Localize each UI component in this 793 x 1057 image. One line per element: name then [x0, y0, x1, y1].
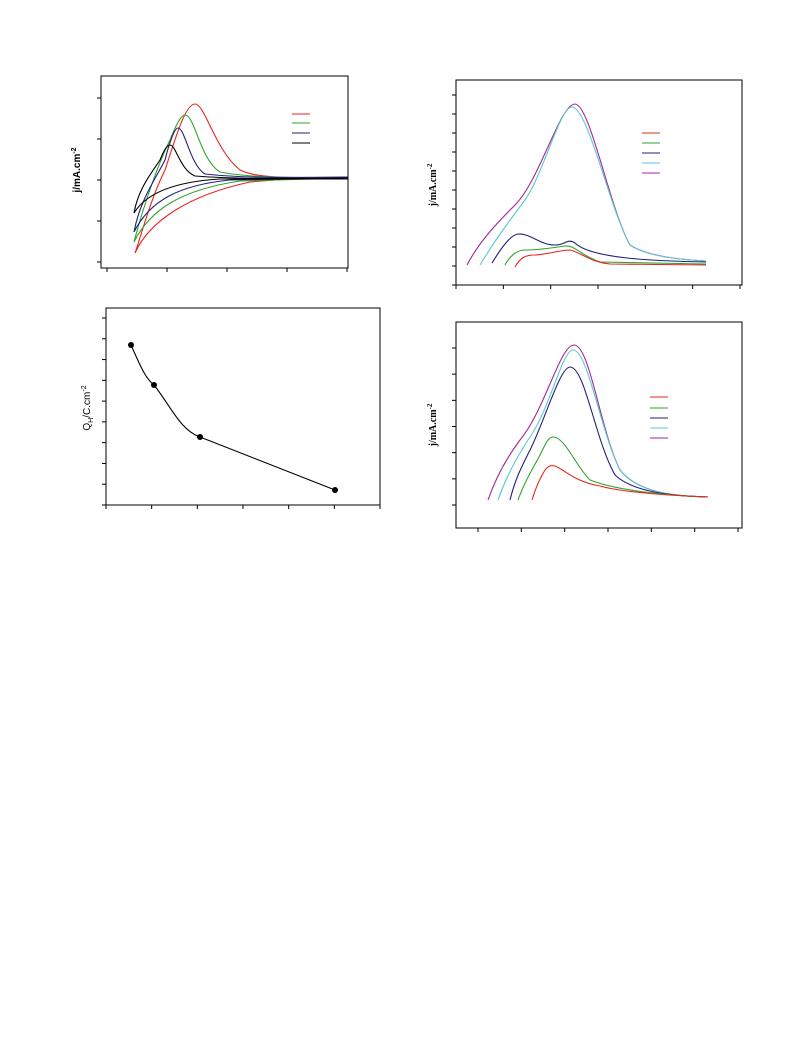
- point: [197, 434, 203, 440]
- curve: [479, 106, 707, 266]
- curve: [497, 349, 709, 501]
- y-axis-label: QH/C.cm-2: [81, 385, 95, 430]
- label-text: j/mA.cm: [72, 154, 83, 194]
- curve: [133, 114, 349, 243]
- point: [128, 342, 134, 348]
- label-sup: -2: [426, 403, 434, 409]
- label-text: Q: [82, 423, 93, 431]
- curve: [509, 366, 709, 501]
- y-axis-label: j/mA.cm-2: [71, 147, 83, 193]
- curve: [504, 245, 707, 266]
- label-text: /C.cm: [82, 392, 93, 418]
- point: [332, 487, 338, 493]
- plot-frame: [455, 79, 743, 286]
- curve: [514, 249, 707, 268]
- label-sup: -2: [71, 147, 78, 153]
- label-text: j/mA.cm: [428, 409, 439, 448]
- panel-1: j/mA.cm-2: [71, 75, 349, 272]
- point: [151, 382, 157, 388]
- plot-frame: [100, 75, 349, 269]
- label-sup: -2: [426, 163, 434, 169]
- label-text: j/mA.cm: [428, 169, 439, 208]
- curve: [531, 465, 709, 501]
- y-axis-label: j/mA.cm-2: [426, 403, 439, 447]
- ticks: [97, 97, 348, 272]
- ticks: [452, 94, 741, 289]
- y-axis-label: j/mA.cm-2: [426, 163, 439, 207]
- panel-2: j/mA.cm-2: [426, 79, 743, 289]
- ticks: [102, 317, 381, 509]
- ticks: [452, 347, 739, 532]
- label-sup: -2: [81, 385, 88, 391]
- curve: [133, 144, 349, 214]
- label-sub: H: [88, 418, 95, 423]
- plot-frame: [455, 321, 743, 529]
- curve: [491, 233, 707, 264]
- panel-4: j/mA.cm-2: [426, 321, 743, 532]
- curve: [133, 127, 349, 233]
- panel-3: QH/C.cm-2: [81, 307, 381, 509]
- curve: [517, 436, 709, 501]
